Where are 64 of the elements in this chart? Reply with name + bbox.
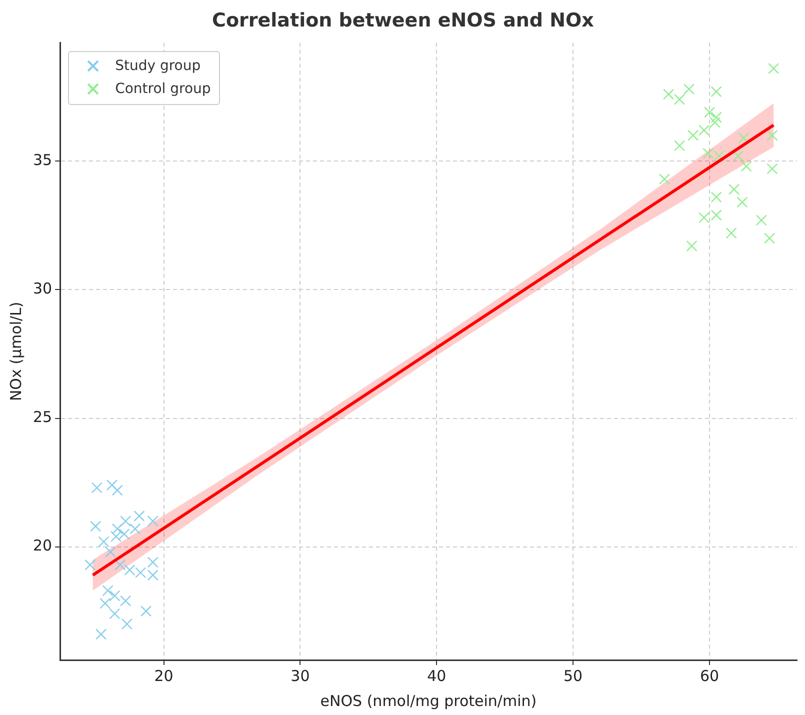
point (698, 124, 710, 136)
point (112, 484, 123, 496)
point (120, 595, 132, 606)
chart-title: Correlation between eNOS and NOx (212, 9, 594, 32)
point (90, 520, 102, 532)
point (683, 84, 695, 95)
point (710, 192, 722, 203)
point (118, 528, 130, 540)
y-tick-label: 25 (32, 408, 52, 426)
point (109, 590, 120, 602)
x-tick-label: 20 (154, 666, 174, 685)
legend-label: Study group (115, 58, 201, 74)
point (658, 174, 670, 185)
point (100, 598, 111, 609)
point (732, 150, 744, 162)
point (105, 546, 116, 558)
x-axis-title: eNOS (nmol/mg protein/min) (320, 692, 537, 710)
point (135, 567, 146, 578)
x-tick-label: 50 (564, 666, 583, 685)
point (710, 112, 722, 123)
point (704, 106, 716, 118)
point (710, 86, 722, 98)
point (756, 214, 767, 226)
point (147, 516, 158, 527)
point (106, 480, 118, 491)
point (688, 130, 699, 141)
x-tick-label: 40 (427, 666, 446, 685)
point (766, 130, 778, 141)
point (134, 510, 145, 522)
y-axis-title: NOx (µmol/L) (6, 302, 25, 402)
point (120, 516, 132, 527)
point (140, 606, 152, 617)
x-tick-label: 60 (700, 666, 720, 685)
point (91, 482, 102, 494)
point (698, 212, 710, 224)
legend-label: Control group (115, 81, 211, 98)
point (710, 210, 722, 221)
y-tick-label: 35 (32, 150, 52, 169)
point (726, 228, 737, 239)
point (109, 608, 120, 620)
point (130, 523, 141, 534)
y-tick-label: 30 (32, 280, 52, 298)
point (674, 94, 686, 105)
point (98, 536, 110, 548)
point (663, 88, 674, 100)
point (768, 62, 780, 74)
point (766, 163, 778, 174)
point (686, 240, 698, 252)
x-tick-label: 30 (290, 666, 310, 685)
y-tick-label: 20 (32, 536, 52, 555)
point (702, 148, 714, 159)
point (728, 184, 740, 195)
point (95, 628, 107, 640)
point (84, 559, 96, 570)
point (674, 140, 686, 152)
point (114, 559, 126, 570)
point (121, 618, 132, 630)
point (713, 150, 725, 162)
point (740, 160, 752, 172)
point (124, 564, 136, 576)
point (764, 232, 776, 244)
point (736, 196, 748, 208)
point (102, 585, 114, 596)
point (709, 116, 720, 128)
